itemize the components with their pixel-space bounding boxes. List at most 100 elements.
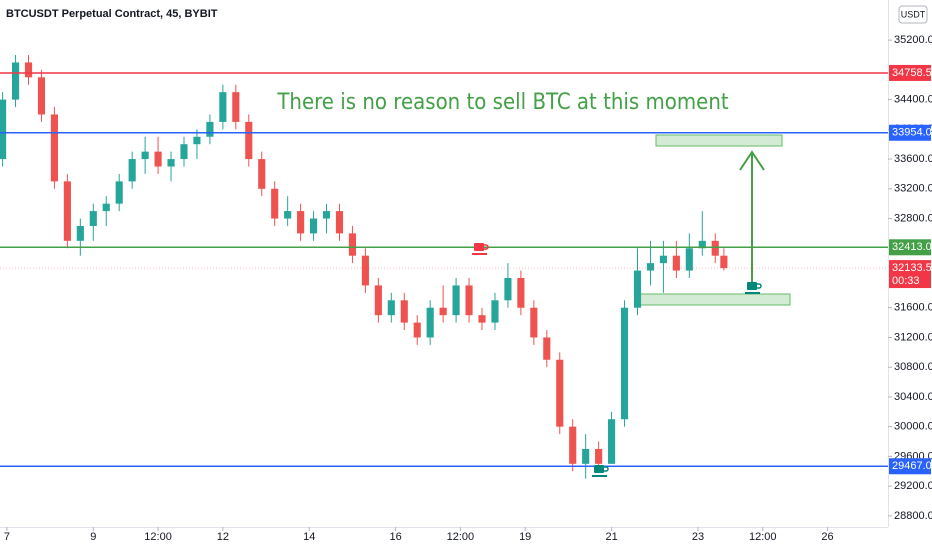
candle-body (284, 211, 292, 219)
candle-body (24, 62, 33, 78)
y-tick-label: 30400.0 (894, 391, 932, 403)
candle-body (310, 218, 318, 234)
candle-body (335, 211, 344, 234)
y-tick-label: 31600.0 (894, 302, 932, 314)
candle-body (569, 426, 577, 464)
y-tick-label: 34400.0 (894, 94, 932, 106)
y-tick-label: 28800.0 (894, 510, 932, 522)
x-tick-label: 14 (303, 531, 315, 543)
candle-body (517, 277, 525, 308)
candle-body (115, 181, 123, 204)
arrow-head (739, 150, 765, 171)
candle-body (439, 307, 447, 316)
candle-body (711, 240, 719, 256)
candle-body (245, 121, 253, 160)
candle-body (141, 151, 149, 160)
level-price-box (889, 124, 931, 141)
cup-body (594, 465, 604, 473)
candle-body (322, 211, 331, 219)
unit-box[interactable] (898, 5, 928, 24)
y-tick-label: 31200.0 (894, 331, 932, 343)
candle-body (633, 270, 642, 308)
cup-icon (592, 465, 609, 477)
x-tick-label: 21 (605, 531, 617, 543)
candle-body (0, 99, 7, 160)
x-tick-label: 12:00 (144, 531, 172, 543)
candle-body (50, 114, 58, 182)
candle-body (89, 211, 97, 226)
cup-handle (757, 283, 762, 289)
x-tick-label: 16 (390, 531, 402, 543)
level-price-label: 29467.0 (892, 460, 932, 472)
candle-body (348, 233, 356, 256)
y-tick-label: 30000.0 (894, 421, 932, 433)
drawings (635, 134, 791, 306)
candle-body (620, 307, 629, 420)
candle-body (102, 203, 110, 212)
support-zone (635, 293, 791, 306)
x-tick-label: 19 (519, 531, 531, 543)
candle-body (672, 255, 680, 271)
candle-body (154, 151, 162, 167)
candle-body (698, 240, 706, 249)
candle-body (37, 77, 46, 115)
candle-body (685, 248, 693, 271)
candle-body (582, 448, 590, 464)
level-price-box (889, 64, 931, 81)
y-tick-label: 33600.0 (894, 153, 932, 165)
candle-body (258, 159, 266, 189)
last-price-label: 32133.5 (892, 262, 932, 274)
candle-body (478, 315, 486, 323)
level-price-box (889, 239, 931, 256)
candle-body (193, 136, 201, 145)
candle-body (543, 337, 551, 360)
last-price-box (889, 260, 931, 289)
candle-body (720, 255, 728, 269)
cup-icon (472, 243, 489, 255)
candle-body (374, 285, 382, 316)
level-price-label: 32413.0 (892, 241, 932, 253)
target-zone (655, 134, 783, 147)
candle-body (361, 255, 369, 286)
candle-body (11, 62, 20, 100)
candle-body (504, 277, 512, 301)
candle-body (387, 300, 395, 316)
candle-body (426, 307, 434, 338)
cup-handle (604, 466, 609, 472)
x-tick-label: 23 (692, 531, 704, 543)
y-tick-label: 33200.0 (894, 183, 932, 195)
candle-body (608, 419, 616, 464)
candle-body (413, 322, 421, 338)
candle-body (167, 159, 175, 167)
chart-title: BTCUSDT Perpetual Contract, 45, BYBIT (6, 8, 218, 20)
cup-body (747, 282, 757, 290)
candle-body (556, 359, 564, 427)
cup-handle (484, 244, 489, 250)
annotation: There is no reason to sell BTC at this m… (276, 90, 729, 115)
x-tick-label: 12 (217, 531, 229, 543)
y-tick-label: 29200.0 (894, 480, 932, 492)
candle-body (452, 285, 460, 316)
cup-body (474, 243, 484, 251)
candle-body (128, 159, 136, 182)
candle-body (646, 263, 655, 271)
candle-body (76, 225, 84, 241)
level-price-label: 34758.5 (892, 67, 932, 79)
candle-body (659, 255, 667, 264)
candle-body (232, 92, 240, 122)
unit-label: USDT (901, 9, 926, 19)
candle-body (465, 285, 473, 316)
y-tick-label: 32800.0 (894, 212, 932, 224)
cup-icon (745, 282, 762, 294)
candle-body (595, 448, 603, 464)
level-price-label: 33954.0 (892, 127, 932, 139)
candle-body (180, 144, 188, 160)
candle-body (297, 211, 305, 234)
candles (0, 55, 728, 479)
candle-body (206, 121, 214, 137)
x-tick-label: 7 (4, 531, 10, 543)
candle-body (219, 92, 227, 122)
countdown-label: 00:33 (892, 275, 920, 287)
